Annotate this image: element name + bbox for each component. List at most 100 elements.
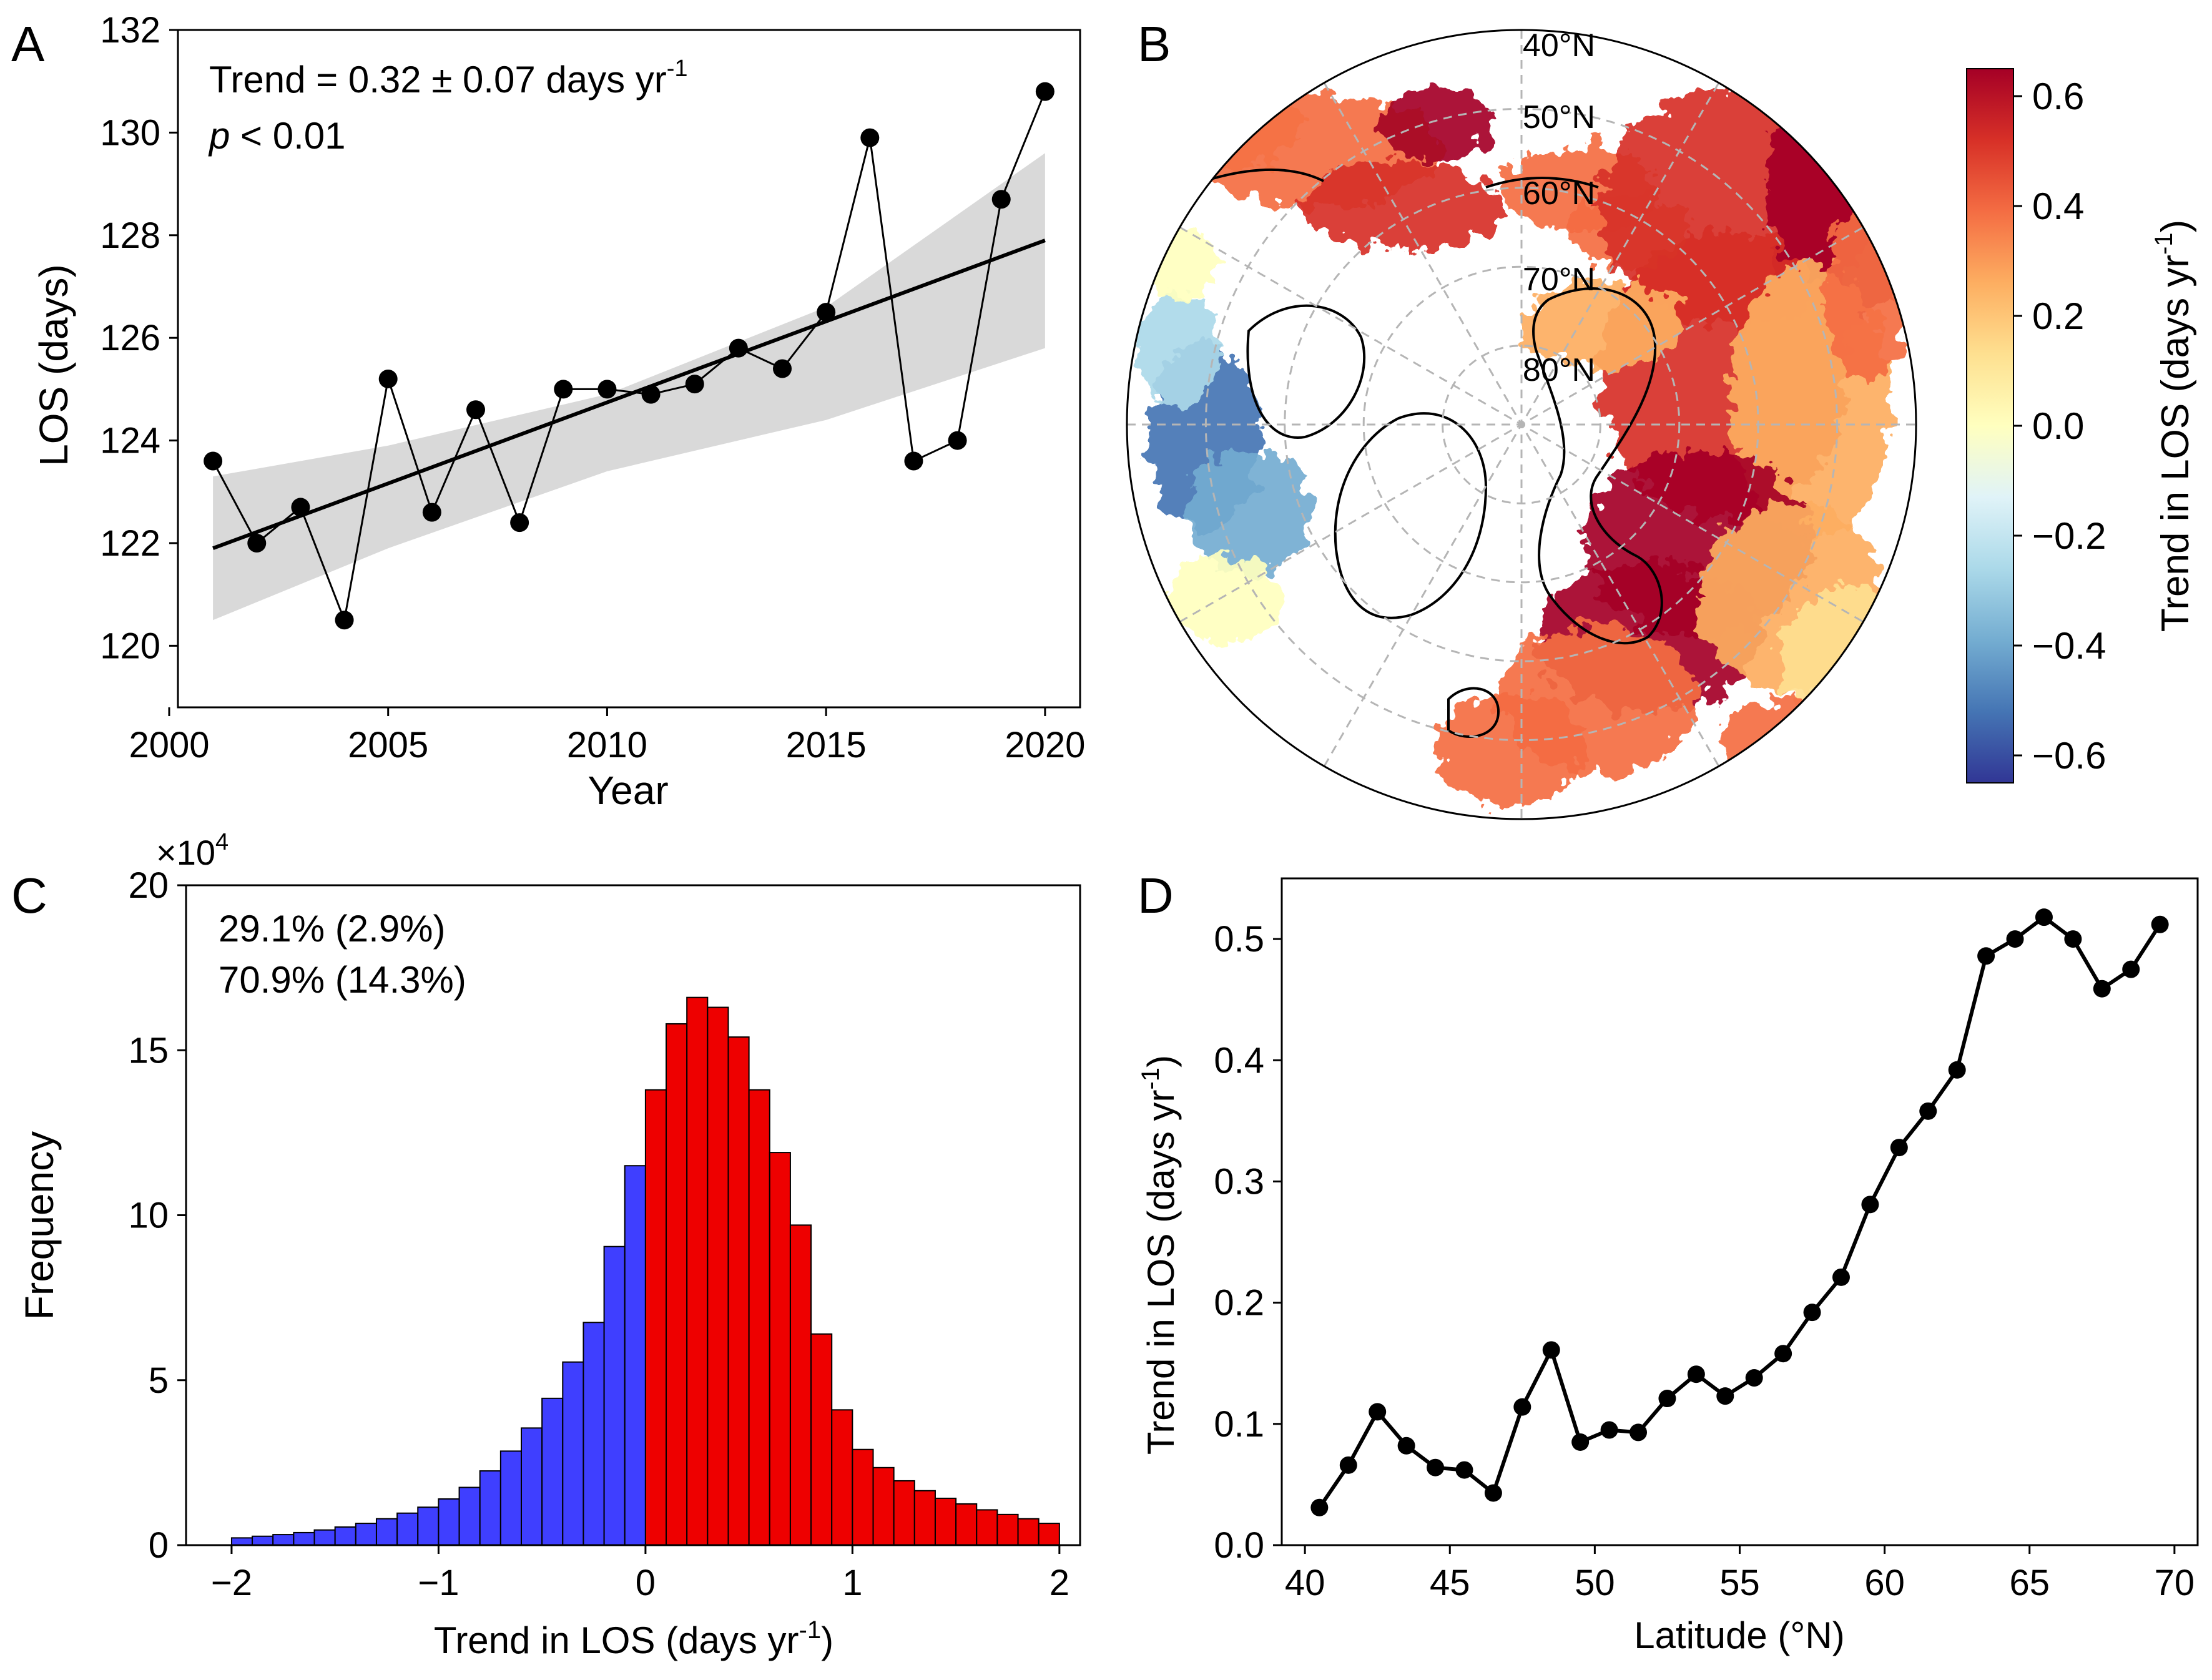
latitude-labels: 40°N 50°N 60°N 70°N 80°N — [1523, 27, 1595, 388]
latitude-data-point — [1513, 1398, 1531, 1416]
los-data-point — [422, 503, 441, 522]
panel-a-x-tick-label: 2015 — [786, 725, 867, 765]
panel-d-x-axis-label: Latitude (°N) — [1634, 1614, 1844, 1656]
los-series-group — [204, 82, 1054, 630]
histogram-bar — [976, 1509, 998, 1546]
histogram-bar — [727, 1036, 750, 1546]
histogram-bars — [230, 996, 1060, 1546]
histogram-bar — [458, 1486, 481, 1546]
histogram-bar — [934, 1497, 957, 1546]
panel-a-y-tick-label: 122 — [100, 523, 160, 564]
latitude-data-point — [1369, 1403, 1387, 1421]
trend-region — [1136, 293, 1224, 406]
colorbar-tick-label: −0.2 — [2032, 515, 2106, 557]
trend-region — [1523, 281, 1686, 368]
latitude-data-point — [1774, 1345, 1792, 1363]
histogram-bar — [789, 1224, 812, 1546]
los-data-point — [641, 385, 661, 404]
histogram-bar — [521, 1427, 543, 1546]
panel-a-letter: A — [11, 16, 45, 72]
histogram-bar — [913, 1490, 936, 1546]
colorbar-tick-label: 0.4 — [2032, 185, 2084, 227]
panel-a-y-tick-label: 120 — [100, 626, 160, 666]
panel-c-y-tick-label: 5 — [149, 1360, 169, 1401]
los-data-point — [466, 400, 485, 420]
los-data-point — [817, 303, 836, 322]
latitude-data-point — [1542, 1341, 1560, 1359]
panel-d-y-tick-label: 0.3 — [1214, 1161, 1264, 1202]
histogram-bar — [252, 1535, 274, 1546]
trend-annotation: Trend = 0.32 ± 0.07 days yr-1 — [209, 56, 688, 101]
los-data-point — [204, 451, 223, 471]
histogram-bar — [582, 1322, 605, 1546]
panel-c-x-tick-label: 1 — [842, 1563, 862, 1603]
latitude-data-point — [1571, 1433, 1590, 1451]
panel-b-letter: B — [1138, 16, 1171, 72]
colorbar-tick-label: −0.4 — [2032, 625, 2106, 667]
latitude-data-point — [2122, 960, 2140, 978]
los-data-point — [729, 338, 748, 358]
histogram-bar — [955, 1503, 978, 1546]
latitude-data-point — [2151, 915, 2169, 933]
histogram-bar — [417, 1506, 440, 1546]
histogram-bar — [872, 1466, 895, 1546]
latitude-data-point — [1716, 1387, 1734, 1405]
trend-region — [1436, 693, 1586, 805]
trend-line — [212, 238, 1046, 551]
latitude-series-group — [1310, 908, 2169, 1516]
confidence-band-group — [213, 153, 1045, 621]
latitude-label: 40°N — [1523, 27, 1595, 64]
panel-a-y-tick-label: 128 — [100, 215, 160, 256]
latitude-data-point — [1397, 1437, 1415, 1455]
histogram-bar — [686, 996, 709, 1546]
latitude-data-point — [2093, 980, 2111, 998]
panel-d-x-tick-label: 55 — [1719, 1563, 1760, 1603]
panel-c-y-tick-label: 20 — [128, 865, 169, 906]
trend-region — [1167, 556, 1280, 643]
map-boundary — [1126, 29, 1917, 820]
panel-a-x-axis-label: Year — [587, 768, 668, 813]
panel-d-x-tick-label: 50 — [1575, 1563, 1615, 1603]
histogram-bar — [1017, 1518, 1040, 1546]
latitude-data-point — [1919, 1102, 1937, 1120]
histogram-bar — [996, 1513, 1019, 1546]
latitude-data-point — [1977, 947, 1995, 965]
histogram-bar — [831, 1409, 853, 1546]
panel-d-x-tick-label: 60 — [1864, 1563, 1905, 1603]
colorbar-label: Trend in LOS (days yr-1) — [2150, 220, 2197, 632]
panel-a-x-tick-label: 2000 — [129, 725, 209, 765]
histogram-bar — [230, 1537, 253, 1546]
y-multiplier: ×104 — [156, 829, 229, 872]
panel-d-x-tick-label: 40 — [1285, 1563, 1325, 1603]
positive-share-annotation: 70.9% (14.3%) — [219, 959, 466, 1001]
latitude-data-point — [1687, 1365, 1705, 1383]
histogram-bar — [644, 1089, 667, 1546]
los-data-point — [378, 369, 398, 388]
histogram-bar — [479, 1470, 501, 1546]
trend-region — [1380, 87, 1492, 162]
histogram-bar — [666, 1023, 688, 1546]
panel-d-letter: D — [1138, 868, 1174, 923]
colorbar-tick-label: −0.6 — [2032, 735, 2106, 777]
panel-d-y-tick-label: 0.0 — [1214, 1525, 1264, 1566]
latitude-data-point — [1948, 1061, 1966, 1079]
latitude-data-point — [2035, 908, 2053, 926]
colorbar-ticks: −0.6 −0.4 −0.2 0.0 0.2 0.4 0.6 — [2013, 76, 2106, 777]
los-data-point — [247, 533, 267, 553]
histogram-bar — [355, 1523, 377, 1546]
histogram-bar — [748, 1089, 770, 1546]
latitude-label: 50°N — [1523, 99, 1595, 135]
histogram-bar — [396, 1512, 419, 1546]
latitude-data-point — [1310, 1498, 1329, 1516]
latitude-data-point — [1339, 1456, 1357, 1474]
latitude-data-point — [1455, 1461, 1473, 1479]
histogram-bar — [438, 1498, 460, 1546]
los-data-point — [904, 451, 923, 471]
panel-a-y-tick-label: 130 — [100, 112, 160, 153]
los-data-point — [991, 190, 1011, 209]
panel-a-x-tick-label: 2005 — [348, 725, 428, 765]
panel-d-y-tick-label: 0.5 — [1214, 919, 1264, 960]
latitude-data-point — [1427, 1458, 1445, 1476]
